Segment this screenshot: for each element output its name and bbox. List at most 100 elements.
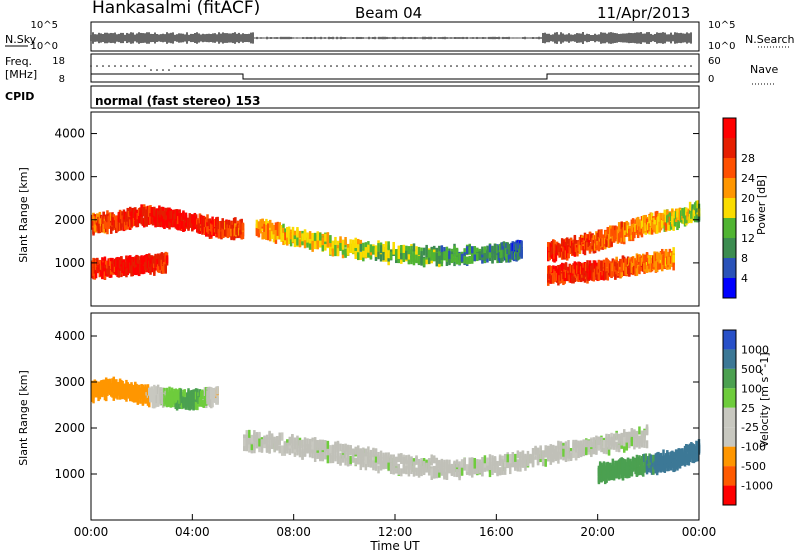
- range-cell: [184, 212, 188, 221]
- range-cell: [141, 207, 145, 216]
- range-cell: [377, 456, 380, 465]
- range-cell: [202, 215, 205, 224]
- colorbar-tick-label: 4: [741, 272, 748, 285]
- range-cell: [103, 220, 107, 229]
- range-cell: [135, 219, 138, 228]
- range-cell: [145, 209, 148, 218]
- range-cell: [135, 256, 138, 265]
- range-cell: [566, 250, 569, 259]
- range-cell: [420, 468, 423, 477]
- range-cell: [110, 387, 113, 396]
- range-cell: [334, 236, 337, 245]
- range-cell: [617, 222, 621, 231]
- range-cell: [265, 226, 268, 235]
- range-cell: [671, 209, 674, 218]
- range-cell: [582, 262, 585, 271]
- power-heatmap: [91, 200, 701, 286]
- range-cell: [571, 240, 574, 249]
- range-cell: [661, 219, 664, 228]
- range-cell: [178, 395, 181, 404]
- nave-dot: [144, 65, 146, 67]
- colorbar-tick-label: -100: [741, 441, 766, 454]
- range-cell: [640, 455, 644, 464]
- range-cell: [666, 450, 669, 459]
- range-cell: [581, 242, 584, 251]
- range-cell: [248, 438, 251, 447]
- range-cell: [159, 253, 162, 262]
- range-cell: [107, 264, 110, 273]
- range-cell: [458, 252, 461, 261]
- range-cell: [103, 392, 107, 401]
- range-cell: [97, 389, 100, 398]
- range-cell: [695, 453, 698, 462]
- range-cell: [306, 438, 309, 447]
- range-cell: [191, 223, 194, 232]
- range-cell: [326, 232, 330, 241]
- range-cell: [493, 464, 497, 473]
- nave-dot: [480, 65, 482, 67]
- range-cell: [165, 387, 169, 396]
- range-cell: [598, 230, 602, 239]
- range-cell: [151, 209, 155, 218]
- range-cell: [341, 241, 345, 250]
- range-cell: [648, 453, 651, 462]
- range-cell: [161, 399, 165, 408]
- nave-dot: [276, 65, 278, 67]
- range-cell: [427, 458, 431, 467]
- range-cell: [158, 255, 161, 264]
- range-cell: [298, 232, 302, 241]
- range-cell: [265, 232, 268, 241]
- range-cell: [604, 269, 607, 278]
- range-cell: [633, 258, 636, 267]
- range-cell: [625, 266, 629, 275]
- range-cell: [210, 223, 213, 232]
- range-cell: [435, 252, 439, 261]
- range-cell: [410, 254, 413, 263]
- range-cell: [636, 254, 640, 263]
- range-cell: [120, 386, 123, 395]
- range-cell: [217, 230, 221, 239]
- range-cell: [296, 440, 299, 449]
- y-tick-label: 3000: [54, 170, 85, 184]
- range-cell: [614, 225, 617, 234]
- range-cell: [642, 225, 645, 234]
- range-cell: [136, 255, 140, 264]
- range-cell: [104, 214, 108, 223]
- range-cell: [189, 219, 193, 228]
- range-cell: [123, 216, 127, 225]
- range-cell: [215, 396, 218, 405]
- range-cell: [142, 265, 146, 274]
- range-cell: [206, 214, 209, 223]
- colorbar-swatch: [723, 349, 736, 369]
- range-cell: [547, 247, 550, 256]
- range-cell: [101, 387, 104, 396]
- range-cell: [412, 243, 416, 252]
- range-cell: [117, 269, 121, 278]
- range-cell: [148, 399, 151, 408]
- range-cell: [598, 268, 602, 277]
- range-cell: [664, 248, 668, 257]
- nave-dot: [402, 65, 404, 67]
- range-cell: [559, 451, 563, 460]
- range-cell: [616, 229, 620, 238]
- range-cell: [125, 214, 128, 223]
- range-cell: [389, 466, 393, 475]
- range-cell: [691, 443, 694, 452]
- range-cell: [117, 222, 121, 231]
- range-cell: [658, 261, 661, 270]
- range-cell: [662, 219, 665, 228]
- range-cell: [384, 460, 388, 469]
- range-cell: [412, 249, 416, 258]
- range-cell: [412, 254, 416, 263]
- range-cell: [602, 240, 606, 249]
- range-cell: [633, 429, 636, 438]
- nave-dot: [588, 65, 590, 67]
- range-cell: [635, 267, 639, 276]
- range-cell: [476, 465, 479, 474]
- range-cell: [130, 219, 133, 228]
- range-cell: [255, 228, 259, 237]
- range-cell: [648, 223, 651, 232]
- range-cell: [473, 466, 477, 475]
- range-cell: [110, 261, 113, 270]
